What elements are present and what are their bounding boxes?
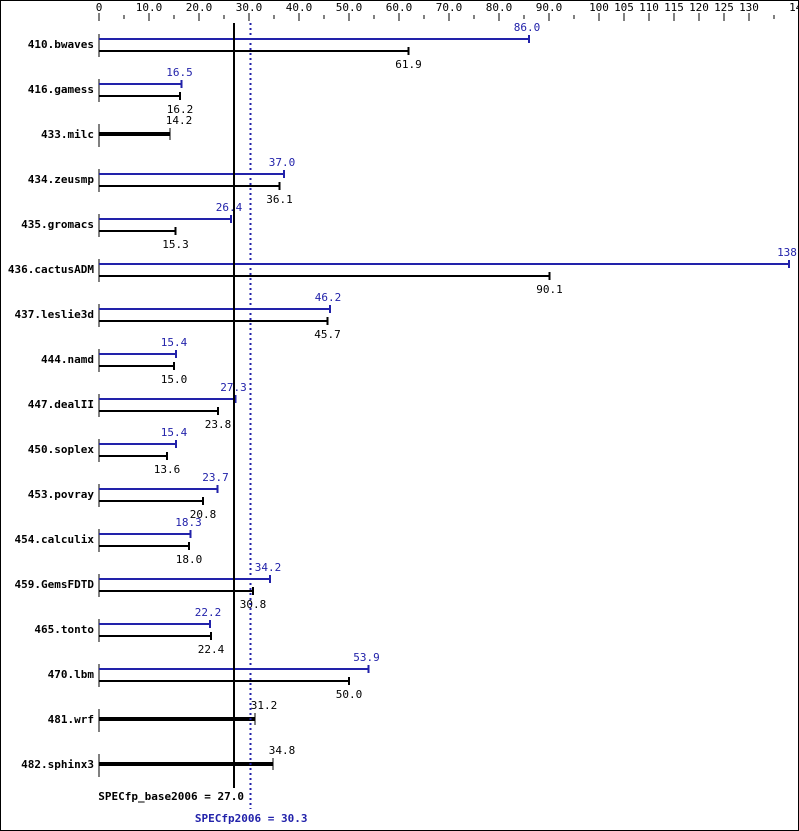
peak-value-label: 15.4 bbox=[161, 336, 188, 349]
axis-tick-label: 110 bbox=[639, 1, 659, 14]
benchmark-label: 450.soplex bbox=[28, 443, 95, 456]
axis-tick-label: 20.0 bbox=[186, 1, 213, 14]
benchmark-label: 482.sphinx3 bbox=[21, 758, 94, 771]
axis-tick-label: 80.0 bbox=[486, 1, 513, 14]
benchmark-label: 470.lbm bbox=[48, 668, 95, 681]
axis-tick-label: 50.0 bbox=[336, 1, 363, 14]
base-value-label: 13.6 bbox=[154, 463, 181, 476]
benchmark-label: 465.tonto bbox=[34, 623, 94, 636]
peak-value-label: 16.5 bbox=[166, 66, 193, 79]
axis-tick-label: 30.0 bbox=[236, 1, 263, 14]
axis-tick-label: 130 bbox=[739, 1, 759, 14]
base-value-label: 22.4 bbox=[198, 643, 225, 656]
axis-tick-label: 70.0 bbox=[436, 1, 463, 14]
benchmark-label: 481.wrf bbox=[48, 713, 94, 726]
axis-tick-label: 40.0 bbox=[286, 1, 313, 14]
base-value-label: 90.1 bbox=[536, 283, 563, 296]
benchmark-label: 444.namd bbox=[41, 353, 94, 366]
peak-value-label: 53.9 bbox=[353, 651, 380, 664]
base-value-label: 18.0 bbox=[176, 553, 203, 566]
peak-value-label: 23.7 bbox=[202, 471, 229, 484]
base-value-label: 20.8 bbox=[190, 508, 217, 521]
base-value-label: 15.3 bbox=[162, 238, 189, 251]
base-value-label: 34.8 bbox=[269, 744, 296, 757]
axis-tick-label: 100 bbox=[589, 1, 609, 14]
base-value-label: 30.8 bbox=[240, 598, 267, 611]
peak-value-label: 138 bbox=[777, 246, 797, 259]
benchmark-label: 447.dealII bbox=[28, 398, 94, 411]
base-value-label: 31.2 bbox=[251, 699, 278, 712]
peak-value-label: 26.4 bbox=[216, 201, 243, 214]
benchmark-label: 437.leslie3d bbox=[15, 308, 94, 321]
peak-value-label: 37.0 bbox=[269, 156, 296, 169]
axis-tick-label: 0 bbox=[96, 1, 103, 14]
benchmark-label: 436.cactusADM bbox=[8, 263, 94, 276]
benchmark-label: 459.GemsFDTD bbox=[15, 578, 95, 591]
benchmark-label: 433.milc bbox=[41, 128, 94, 141]
base-value-label: 16.2 bbox=[167, 103, 194, 116]
axis-tick-label: 120 bbox=[689, 1, 709, 14]
peak-score-label: SPECfp2006 = 30.3 bbox=[195, 812, 308, 825]
peak-value-label: 22.2 bbox=[195, 606, 222, 619]
benchmark-label: 435.gromacs bbox=[21, 218, 94, 231]
axis-tick-label: 10.0 bbox=[136, 1, 163, 14]
peak-value-label: 15.4 bbox=[161, 426, 188, 439]
axis-tick-label: 115 bbox=[664, 1, 684, 14]
benchmark-label: 434.zeusmp bbox=[28, 173, 95, 186]
peak-value-label: 86.0 bbox=[514, 21, 541, 34]
axis-tick-label: 60.0 bbox=[386, 1, 413, 14]
axis-tick-label: 125 bbox=[714, 1, 734, 14]
axis-tick-label: 105 bbox=[614, 1, 634, 14]
peak-value-label: 34.2 bbox=[255, 561, 282, 574]
peak-value-label: 46.2 bbox=[315, 291, 342, 304]
benchmark-label: 410.bwaves bbox=[28, 38, 94, 51]
axis-tick-label: 90.0 bbox=[536, 1, 563, 14]
base-value-label: 23.8 bbox=[205, 418, 232, 431]
base-value-label: 15.0 bbox=[161, 373, 188, 386]
base-score-label: SPECfp_base2006 = 27.0 bbox=[98, 790, 244, 803]
base-value-label: 45.7 bbox=[314, 328, 341, 341]
peak-value-label: 18.3 bbox=[175, 516, 202, 529]
axis-tick-label: 140 bbox=[789, 1, 799, 14]
base-value-label: 61.9 bbox=[395, 58, 422, 71]
base-value-label: 14.2 bbox=[166, 114, 193, 127]
benchmark-label: 454.calculix bbox=[15, 533, 95, 546]
benchmark-label: 453.povray bbox=[28, 488, 95, 501]
base-value-label: 50.0 bbox=[336, 688, 363, 701]
base-value-label: 36.1 bbox=[266, 193, 293, 206]
benchmark-label: 416.gamess bbox=[28, 83, 94, 96]
